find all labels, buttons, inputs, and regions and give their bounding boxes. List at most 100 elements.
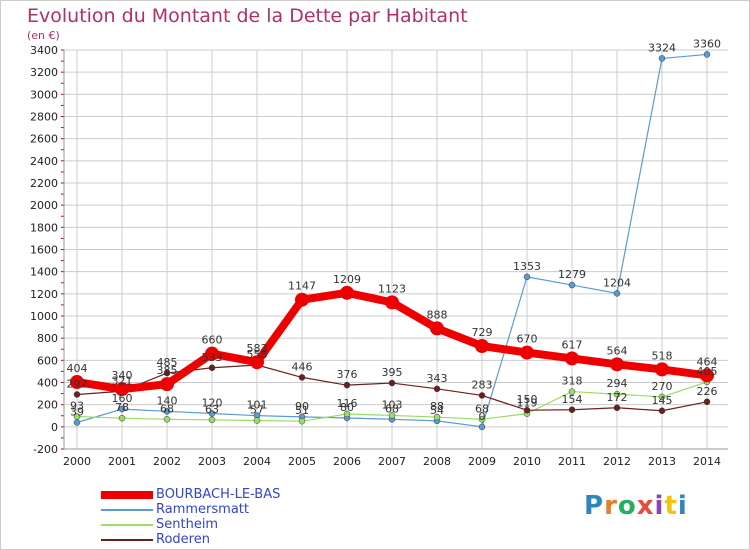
x-tick-label: 2002 (153, 455, 181, 468)
data-label: 3324 (648, 41, 676, 54)
axes: -200020040060080010001200140016001800200… (30, 44, 728, 468)
legend-item: Sentheim (101, 517, 280, 532)
legend-swatch (101, 490, 153, 499)
data-label: 145 (652, 394, 673, 407)
data-label: 376 (337, 368, 358, 381)
y-tick-label: 1200 (30, 288, 58, 301)
data-label: 1353 (513, 260, 541, 273)
x-tick-label: 2004 (243, 455, 271, 468)
data-label: 385 (157, 364, 178, 377)
data-point (478, 423, 486, 431)
chart-title: Evolution du Montant de la Dette par Hab… (27, 5, 468, 27)
data-point (118, 405, 126, 413)
data-label: 395 (382, 366, 403, 379)
data-label: 294 (607, 377, 628, 390)
data-label: 226 (697, 385, 718, 398)
data-label: 160 (112, 392, 133, 405)
y-tick-label: 1400 (30, 266, 58, 279)
data-point (343, 381, 351, 389)
data-label: 518 (652, 349, 673, 362)
data-point (613, 390, 621, 398)
data-label: 1147 (288, 280, 316, 293)
y-tick-label: 3400 (30, 44, 58, 57)
data-label: 120 (202, 397, 223, 410)
data-point (295, 292, 309, 307)
y-tick-label: 600 (37, 354, 58, 367)
data-point (385, 295, 399, 310)
data-point (568, 406, 576, 414)
data-label: 150 (517, 393, 538, 406)
data-point (340, 285, 354, 300)
data-label: 1209 (333, 273, 361, 286)
data-point (343, 410, 351, 418)
data-point (208, 416, 216, 424)
data-label: 140 (157, 394, 178, 407)
x-tick-label: 2005 (288, 455, 316, 468)
legend-swatch (101, 508, 153, 511)
data-label: 729 (472, 326, 493, 339)
x-tick-label: 2012 (603, 455, 631, 468)
data-label: 343 (427, 372, 448, 385)
data-point (523, 273, 531, 281)
data-label: 88 (430, 400, 444, 413)
data-label: 51 (295, 404, 309, 417)
data-point (70, 375, 84, 390)
data-label: 270 (652, 380, 673, 393)
data-label: 90 (295, 400, 309, 413)
legend: BOURBACH-LE-BAS Rammersmatt Sentheim Rodere… (101, 487, 280, 547)
data-label: 103 (382, 398, 403, 411)
x-tick-label: 2013 (648, 455, 676, 468)
x-tick-label: 2011 (558, 455, 586, 468)
data-point (478, 392, 486, 399)
data-point (475, 339, 489, 354)
y-tick-label: 200 (37, 399, 58, 412)
data-label: 283 (472, 378, 493, 391)
y-tick-label: 1000 (30, 310, 58, 323)
data-label: 80 (340, 401, 354, 414)
data-label: 318 (562, 375, 583, 388)
data-labels: 404 340 385 660 583 1147 1209 1123 888 729 670 617 5… (67, 37, 722, 422)
data-point (250, 355, 264, 370)
data-label: 78 (115, 401, 129, 414)
x-tick-label: 2007 (378, 455, 406, 468)
data-point (613, 404, 621, 412)
data-point (115, 382, 129, 397)
y-tick-label: 1800 (30, 221, 58, 234)
data-point (253, 417, 261, 424)
x-tick-label: 2006 (333, 455, 361, 468)
data-point (658, 407, 666, 415)
x-tick-label: 2001 (108, 455, 136, 468)
data-label: 485 (157, 356, 178, 369)
data-label: 888 (427, 308, 448, 321)
data-point (658, 393, 666, 401)
data-label: 404 (67, 362, 88, 375)
data-label: 340 (112, 369, 133, 382)
data-point (163, 416, 171, 423)
legend-label: Roderen (156, 532, 210, 547)
data-point (160, 377, 174, 392)
x-tick-label: 2010 (513, 455, 541, 468)
data-point (433, 385, 441, 393)
data-point (118, 414, 126, 422)
data-point (388, 412, 396, 419)
data-label: 583 (247, 342, 268, 355)
legend-label: Sentheim (156, 517, 219, 532)
data-label: 68 (160, 402, 174, 415)
data-label: 93 (70, 400, 84, 413)
data-point (73, 391, 81, 398)
data-label: 172 (607, 391, 628, 404)
legend-label: Rammersmatt (156, 502, 249, 517)
series-group (70, 51, 714, 431)
data-point (523, 406, 531, 414)
y-tick-label: 3200 (30, 66, 58, 79)
data-label: 63 (205, 403, 219, 416)
y-tick-label: 2200 (30, 177, 58, 190)
data-label: 670 (517, 333, 538, 346)
data-point (73, 413, 81, 420)
data-point (163, 369, 171, 377)
data-label: 464 (697, 355, 718, 368)
y-tick-label: 3000 (30, 88, 58, 101)
data-label: 116 (337, 397, 358, 410)
legend-item: Rammersmatt (101, 502, 280, 517)
proxiti-logo: Proxiti (584, 491, 688, 521)
